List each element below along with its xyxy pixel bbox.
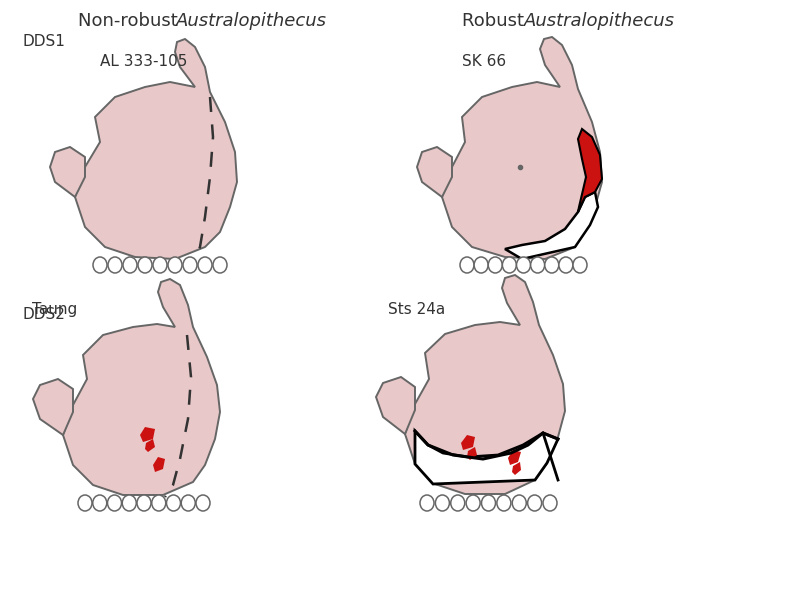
Ellipse shape: [573, 257, 587, 273]
Ellipse shape: [481, 495, 496, 511]
Polygon shape: [512, 462, 521, 475]
Polygon shape: [140, 427, 155, 442]
Ellipse shape: [152, 495, 166, 511]
Ellipse shape: [502, 257, 516, 273]
Ellipse shape: [108, 257, 122, 273]
Polygon shape: [63, 279, 220, 495]
Polygon shape: [467, 447, 477, 460]
Ellipse shape: [137, 495, 151, 511]
Polygon shape: [578, 129, 602, 212]
Ellipse shape: [107, 495, 121, 511]
Ellipse shape: [138, 257, 152, 273]
Text: Taung: Taung: [32, 302, 77, 317]
Ellipse shape: [122, 495, 136, 511]
Ellipse shape: [545, 257, 559, 273]
Polygon shape: [415, 431, 558, 484]
Ellipse shape: [531, 257, 545, 273]
Polygon shape: [461, 435, 475, 450]
Ellipse shape: [198, 257, 212, 273]
Text: Sts 24a: Sts 24a: [388, 302, 445, 317]
Ellipse shape: [78, 495, 92, 511]
Polygon shape: [50, 147, 85, 197]
Ellipse shape: [516, 257, 530, 273]
Ellipse shape: [420, 495, 434, 511]
Ellipse shape: [153, 257, 167, 273]
Text: AL 333-105: AL 333-105: [100, 54, 188, 69]
Polygon shape: [145, 439, 155, 452]
Polygon shape: [417, 147, 452, 197]
Text: DDS1: DDS1: [22, 34, 65, 49]
Polygon shape: [405, 275, 565, 494]
Ellipse shape: [435, 495, 449, 511]
Text: SK 66: SK 66: [462, 54, 506, 69]
Polygon shape: [508, 450, 521, 465]
Ellipse shape: [559, 257, 573, 273]
Ellipse shape: [543, 495, 557, 511]
Ellipse shape: [196, 495, 210, 511]
Ellipse shape: [168, 257, 182, 273]
Text: DDS2: DDS2: [22, 307, 65, 322]
Text: Australopithecus: Australopithecus: [524, 12, 675, 30]
Ellipse shape: [528, 495, 541, 511]
Ellipse shape: [466, 495, 480, 511]
Ellipse shape: [213, 257, 227, 273]
Ellipse shape: [167, 495, 180, 511]
Text: Non-robust: Non-robust: [78, 12, 184, 30]
Ellipse shape: [181, 495, 195, 511]
Ellipse shape: [93, 495, 107, 511]
Ellipse shape: [512, 495, 526, 511]
Polygon shape: [376, 377, 415, 434]
Ellipse shape: [183, 257, 197, 273]
Ellipse shape: [123, 257, 137, 273]
Polygon shape: [505, 192, 598, 259]
Text: Robust: Robust: [462, 12, 530, 30]
Text: Australopithecus: Australopithecus: [176, 12, 327, 30]
Ellipse shape: [460, 257, 474, 273]
Polygon shape: [33, 379, 73, 435]
Polygon shape: [75, 39, 237, 259]
Ellipse shape: [497, 495, 511, 511]
Ellipse shape: [93, 257, 107, 273]
Polygon shape: [153, 457, 165, 472]
Ellipse shape: [451, 495, 464, 511]
Ellipse shape: [488, 257, 502, 273]
Polygon shape: [442, 37, 602, 259]
Ellipse shape: [474, 257, 488, 273]
